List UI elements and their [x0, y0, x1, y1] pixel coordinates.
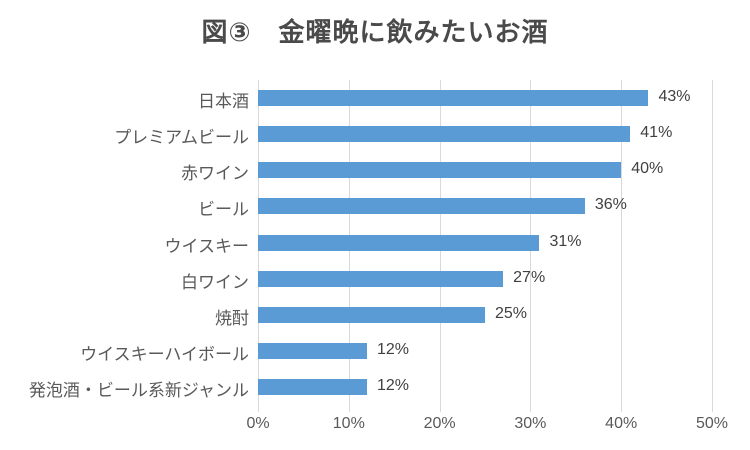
category-label: ウイスキーハイボール	[80, 344, 249, 364]
bar-焼酎	[258, 306, 485, 323]
bar-日本酒	[258, 90, 649, 107]
value-label: 40%	[631, 160, 664, 178]
value-label: 12%	[376, 340, 409, 358]
x-tick-label: 10%	[332, 415, 365, 432]
bar-白ワイン	[258, 270, 504, 287]
x-tick-label: 40%	[605, 415, 638, 432]
chart-title: 図③ 金曜晩に飲みたいお酒	[201, 17, 549, 47]
value-label: 36%	[594, 196, 627, 214]
x-tick-label: 0%	[246, 415, 270, 432]
x-tick-label: 50%	[695, 415, 729, 432]
x-tick-label: 20%	[423, 415, 456, 432]
value-label: 43%	[658, 88, 691, 106]
value-label: 41%	[640, 124, 673, 142]
bar-プレミアムビール	[258, 126, 631, 143]
bar-ビール	[258, 198, 585, 215]
value-label: 31%	[549, 232, 582, 250]
category-label: ウイスキー	[164, 236, 250, 256]
category-label: 白ワイン	[181, 272, 249, 292]
category-label: プレミアムビール	[114, 128, 249, 148]
bar-ウイスキーハイボール	[258, 342, 367, 359]
category-label: 焼酎	[215, 308, 249, 328]
gridline-40%	[621, 80, 623, 412]
bar-発泡酒・ビール系新ジャンル	[258, 378, 367, 395]
x-tick-label: 30%	[514, 415, 547, 432]
category-label: 日本酒	[198, 92, 249, 112]
value-label: 12%	[376, 376, 409, 394]
bar-赤ワイン	[258, 162, 622, 179]
category-label: ビール	[198, 200, 249, 220]
value-label: 27%	[513, 268, 546, 286]
gridline-50%	[712, 80, 713, 412]
value-label: 25%	[495, 304, 528, 322]
category-label: 発泡酒・ビール系新ジャンル	[28, 380, 249, 400]
bar-ウイスキー	[258, 234, 540, 251]
category-label: 赤ワイン	[181, 164, 249, 184]
